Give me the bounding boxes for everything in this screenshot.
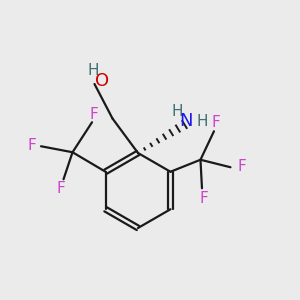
Text: H: H xyxy=(196,114,208,129)
Text: H: H xyxy=(87,63,99,78)
Text: F: F xyxy=(199,191,208,206)
Text: F: F xyxy=(27,138,36,153)
Text: F: F xyxy=(89,107,98,122)
Text: N: N xyxy=(179,112,193,130)
Text: F: F xyxy=(237,159,246,174)
Text: O: O xyxy=(95,72,109,90)
Text: F: F xyxy=(211,115,220,130)
Text: F: F xyxy=(56,181,65,196)
Text: H: H xyxy=(171,103,183,118)
